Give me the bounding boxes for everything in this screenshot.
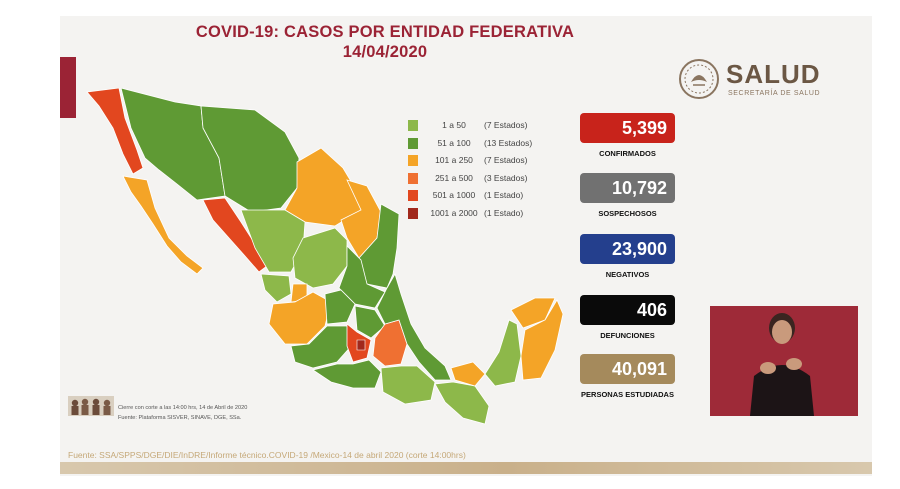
state-zacatecas — [292, 227, 348, 289]
stat-label: CONFIRMADOS — [599, 149, 656, 158]
stat-sospechosos: 10,792 SOSPECHOSOS — [580, 173, 675, 218]
legend-swatch — [408, 155, 418, 167]
legend-swatch — [408, 190, 418, 202]
state-campeche — [484, 319, 522, 387]
legend-item: 101 a 250 (7 Estados) — [408, 153, 558, 171]
state-oaxaca — [380, 365, 436, 405]
state-sonora — [120, 88, 226, 201]
map-legend: 1 a 50 (7 Estados) 51 a 100 (13 Estados) 101… — [408, 118, 558, 224]
stat-label: PERSONAS ESTUDIADAS — [581, 390, 674, 399]
stat-personas-estudiadas: 40,091 PERSONAS ESTUDIADAS — [580, 354, 675, 399]
legend-count: (1 Estado) — [484, 190, 524, 201]
legend-swatch — [408, 120, 418, 131]
bottom-band — [60, 462, 872, 474]
state-sinaloa — [202, 197, 268, 273]
legend-swatch — [408, 207, 418, 219]
state-quintana-roo — [520, 299, 564, 381]
legend-count: (7 Estados) — [484, 155, 528, 166]
logo-subtitle: SECRETARÍA DE SALUD — [728, 90, 821, 97]
footnote-cierre: Cierre con corte a las 14:00 hrs, 14 de … — [118, 405, 248, 411]
state-guanajuato — [324, 289, 356, 325]
state-yucatan — [510, 297, 556, 329]
stat-confirmados: 5,399 CONFIRMADOS — [580, 113, 675, 158]
state-jalisco — [268, 291, 332, 345]
legend-range: 101 a 250 — [435, 155, 473, 166]
legend-range: 1 a 50 — [442, 120, 466, 130]
legend-count: (7 Estados) — [484, 120, 528, 130]
state-san-luis-potosi — [338, 245, 386, 309]
legend-count: (1 Estado) — [484, 207, 524, 218]
stat-label: SOSPECHOSOS — [598, 209, 657, 218]
legend-range: 501 a 1000 — [432, 190, 476, 201]
stat-value: 10,792 — [580, 173, 675, 203]
national-seal-icon — [679, 59, 719, 99]
stat-label: NEGATIVOS — [605, 270, 650, 279]
slide-title: COVID-19: CASOS POR ENTIDAD FEDERATIVA 1… — [150, 22, 620, 62]
state-baja-california — [86, 88, 144, 175]
state-tabasco — [450, 361, 486, 387]
sign-language-interpreter — [710, 306, 858, 416]
title-line-2: 14/04/2020 — [342, 43, 428, 61]
stat-label: DEFUNCIONES — [600, 331, 655, 340]
stat-value: 5,399 — [580, 113, 675, 143]
stat-value: 40,091 — [580, 354, 675, 384]
legend-item: 251 a 500 (3 Estados) — [408, 171, 558, 189]
legend-item: 501 a 1000 (1 Estado) — [408, 188, 558, 206]
stat-defunciones: 406 DEFUNCIONES — [580, 295, 675, 340]
stat-value: 406 — [580, 295, 675, 325]
legend-swatch — [408, 137, 418, 149]
legend-range: 251 a 500 — [435, 172, 473, 183]
historic-figures-image — [68, 396, 114, 416]
legend-range: 51 a 100 — [437, 137, 471, 148]
legend-item: 51 a 100 (13 Estados) — [408, 136, 558, 154]
legend-item: 1 a 50 (7 Estados) — [408, 118, 558, 136]
legend-count: (3 Estados) — [484, 172, 528, 183]
state-baja-california-sur — [122, 175, 204, 275]
legend-item: 1001 a 2000 (1 Estado) — [408, 206, 558, 224]
salud-logo: SALUD SECRETARÍA DE SALUD — [678, 58, 848, 106]
state-cdmx — [356, 339, 366, 351]
source-note: Fuente: SSA/SPPS/DGE/DIE/InDRE/Informe t… — [68, 450, 466, 460]
footnote-fuente: Fuente: Plataforma SISVER, SINAVE, DGE, … — [118, 415, 242, 421]
mexico-map — [86, 88, 564, 425]
state-nayarit — [260, 273, 292, 303]
state-veracruz — [376, 272, 452, 381]
accent-bar — [60, 57, 76, 118]
state-chihuahua — [200, 105, 300, 213]
state-chiapas — [434, 381, 490, 425]
stat-negativos: 23,900 NEGATIVOS — [580, 234, 675, 279]
stat-value: 23,900 — [580, 234, 675, 264]
legend-swatch — [408, 172, 418, 184]
logo-title: SALUD — [726, 59, 821, 89]
state-hidalgo — [354, 305, 386, 339]
legend-count: (13 Estados) — [484, 137, 533, 148]
legend-range: 1001 a 2000 — [430, 207, 478, 218]
title-line-1: COVID-19: CASOS POR ENTIDAD FEDERATIVA — [195, 23, 575, 41]
